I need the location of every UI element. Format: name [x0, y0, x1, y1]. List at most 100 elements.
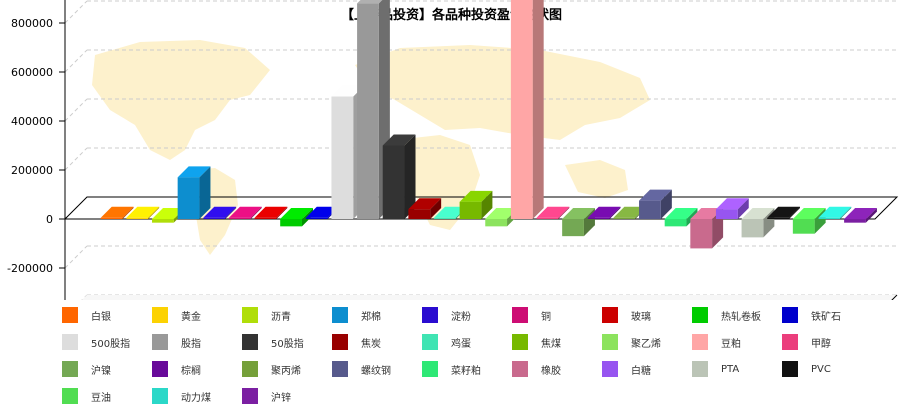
legend-item[interactable]: 玻璃 — [602, 307, 651, 323]
bar[interactable] — [562, 208, 595, 237]
legend-swatch — [692, 307, 708, 323]
legend-item[interactable]: 热轧卷板 — [692, 307, 761, 323]
bar[interactable] — [177, 166, 211, 219]
bar[interactable] — [536, 206, 570, 219]
legend-item[interactable]: 淀粉 — [422, 307, 471, 323]
legend-item[interactable]: 豆粕 — [692, 334, 741, 350]
bar-top — [177, 166, 211, 178]
bar[interactable] — [203, 206, 237, 219]
bar[interactable] — [818, 206, 852, 219]
legend-swatch — [602, 361, 618, 377]
bar-top — [664, 208, 698, 219]
legend-item[interactable]: 聚乙烯 — [602, 334, 661, 350]
legend-label: 股指 — [181, 338, 201, 350]
legend-item[interactable]: 沥青 — [242, 307, 291, 323]
bar-side — [660, 189, 672, 219]
legend-swatch — [692, 361, 708, 377]
bar-front — [433, 217, 456, 219]
legend-item[interactable]: 动力煤 — [152, 388, 211, 404]
legend-item[interactable]: 焦炭 — [332, 334, 381, 350]
bar[interactable] — [408, 198, 442, 219]
legend-item[interactable]: 股指 — [152, 334, 201, 350]
legend-swatch — [602, 334, 618, 350]
bar-side — [276, 206, 288, 219]
bar-top — [305, 206, 339, 218]
bar[interactable] — [100, 206, 134, 219]
legend-item[interactable]: 橡胶 — [512, 361, 561, 377]
legend-item[interactable]: 菜籽粕 — [422, 361, 481, 377]
bar[interactable] — [510, 0, 544, 219]
bar-top — [280, 208, 313, 219]
legend-item[interactable]: 鸡蛋 — [422, 334, 471, 350]
bar[interactable] — [587, 206, 621, 219]
legend-swatch — [332, 307, 348, 323]
legend-item[interactable]: 铁矿石 — [782, 307, 841, 323]
bar-top — [203, 206, 237, 218]
bar[interactable] — [126, 206, 160, 219]
y-tick-label: 400000 — [11, 115, 53, 128]
bar-front — [536, 217, 559, 219]
bar-top — [152, 208, 185, 219]
floor-plane — [82, 295, 897, 300]
legend-item[interactable]: 甲醇 — [782, 334, 831, 350]
bar[interactable] — [741, 208, 775, 238]
bar[interactable] — [228, 206, 262, 219]
legend-swatch — [62, 307, 78, 323]
legend-swatch — [152, 361, 168, 377]
legend-label: 橡胶 — [541, 365, 561, 377]
legend-item[interactable]: PTA — [692, 361, 739, 377]
bar[interactable] — [459, 190, 493, 219]
bar[interactable] — [767, 206, 801, 219]
bar-front — [459, 201, 482, 219]
bar[interactable] — [254, 206, 288, 219]
bar-front — [254, 217, 277, 219]
legend-item[interactable]: 沪锌 — [242, 388, 291, 404]
bar-side — [404, 134, 416, 219]
bar[interactable] — [715, 198, 749, 219]
legend-label: 50股指 — [271, 338, 304, 350]
legend-label: 热轧卷板 — [721, 311, 761, 323]
legend-item[interactable]: 白银 — [62, 307, 111, 323]
legend-label: 淀粉 — [451, 311, 471, 323]
bar[interactable] — [664, 208, 698, 227]
bar-top — [357, 0, 383, 4]
bar-top — [536, 206, 570, 218]
bar[interactable] — [382, 134, 416, 220]
legend-item[interactable]: 聚丙烯 — [242, 361, 301, 377]
legend-item[interactable]: 黄金 — [152, 307, 201, 323]
legend-item[interactable]: PVC — [782, 361, 831, 377]
legend-item[interactable]: 白糖 — [602, 361, 651, 377]
legend-label: 螺纹钢 — [361, 365, 391, 377]
chart-title: 【上善品投资】各品种投资盈亏柱状图 — [340, 8, 562, 23]
bar[interactable] — [792, 208, 826, 234]
legend-swatch — [62, 334, 78, 350]
bar[interactable] — [639, 189, 672, 219]
legend-item[interactable]: 豆油 — [62, 388, 111, 404]
bar-front — [715, 209, 738, 219]
legend-item[interactable]: 500股指 — [62, 334, 130, 350]
bar-side — [148, 206, 160, 219]
legend-item[interactable]: 铜 — [512, 307, 551, 323]
legend-swatch — [242, 361, 258, 377]
legend-label: 黄金 — [181, 311, 201, 323]
legend-item[interactable]: 郑棉 — [332, 307, 381, 323]
axes: -400000-20000002000004000006000008000001… — [7, 0, 898, 300]
bar[interactable] — [844, 208, 877, 223]
legend-swatch — [152, 388, 168, 404]
legend-item[interactable]: 螺纹钢 — [332, 361, 391, 377]
bar-chart: -400000-20000002000004000006000008000001… — [7, 0, 899, 300]
bar-front — [818, 217, 841, 219]
legend-item[interactable]: 50股指 — [242, 334, 304, 350]
bar-top — [433, 206, 467, 218]
legend-item[interactable]: 焦煤 — [512, 334, 561, 350]
legend-swatch — [422, 307, 438, 323]
legend-item[interactable]: 棕榈 — [152, 361, 201, 377]
grid-line-diagonal — [64, 245, 88, 269]
bar-front — [639, 200, 661, 219]
legend-swatch — [782, 307, 798, 323]
legend-swatch — [782, 361, 798, 377]
y-tick-label: -200000 — [7, 262, 53, 275]
bar-top — [741, 208, 775, 219]
legend-item[interactable]: 沪镍 — [62, 361, 111, 377]
bar-top — [254, 206, 288, 218]
